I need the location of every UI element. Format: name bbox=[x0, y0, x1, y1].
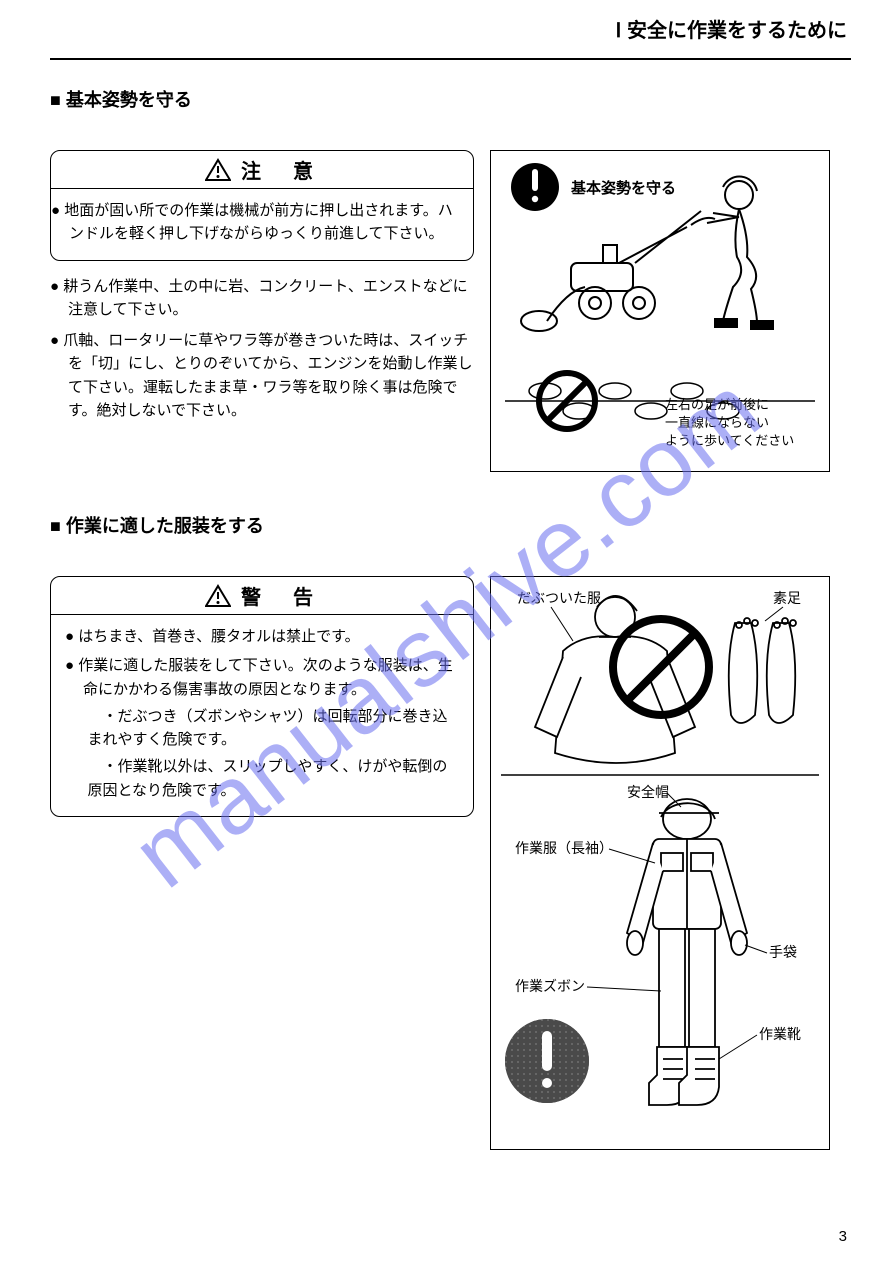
caution-head: 注 意 bbox=[51, 151, 473, 189]
narrative-line: ● 爪軸、ロータリーに草やワラ等が巻きついた時は、スイッチを「切」にし、とりのぞ… bbox=[50, 329, 474, 422]
warning-triangle-icon bbox=[205, 584, 231, 608]
caution-label: 注 意 bbox=[241, 155, 319, 184]
caution-box: 注 意 ● 地面が固い所での作業は機械が前方に押し出されます。ハンドルを軽く押し… bbox=[50, 150, 474, 261]
warning-box: 警 告 ● はちまき、首巻き、腰タオルは禁止です。 ● 作業に適した服装をして下… bbox=[50, 576, 474, 817]
warning-line: ● 作業に適した服装をして下さい。次のような服装は、生命にかかわる傷害事故の原因… bbox=[65, 654, 459, 701]
warning-line: ● はちまき、首巻き、腰タオルは禁止です。 bbox=[65, 625, 459, 648]
warning-head: 警 告 bbox=[51, 577, 473, 615]
figure-clothing: だぶついた服 素足 bbox=[490, 576, 830, 1150]
warning-line: ・だぶつき（ズボンやシャツ）は回転部分に巻き込まれやすく危険です。 bbox=[65, 705, 459, 752]
label-boots: 作業靴 bbox=[759, 1026, 801, 1042]
label-barefoot: 素足 bbox=[773, 590, 801, 606]
rule-top bbox=[50, 58, 851, 60]
warning-line: ・作業靴以外は、スリップしやすく、けがや転倒の原因となり危険です。 bbox=[65, 755, 459, 802]
label-gloves: 手袋 bbox=[769, 944, 797, 960]
section-heading: ■ 基本姿勢を守る bbox=[50, 86, 851, 112]
warning-triangle-icon bbox=[205, 158, 231, 182]
page: Ⅰ 安全に作業をするために manualshive.com ■ 基本姿勢を守る … bbox=[0, 0, 893, 1263]
section-heading: ■ 作業に適した服装をする bbox=[50, 512, 851, 538]
figure-top-label: 基本姿勢を守る bbox=[570, 179, 676, 197]
label-pants: 作業ズボン bbox=[515, 978, 585, 994]
caution-body: ● 地面が固い所での作業は機械が前方に押し出されます。ハンドルを軽く押し下げなが… bbox=[51, 189, 473, 260]
posture-illustration-icon: 基本姿勢を守る bbox=[491, 151, 829, 472]
clothing-illustration-icon: だぶついた服 素足 bbox=[491, 577, 829, 1150]
section-clothing: ■ 作業に適した服装をする 警 告 ● はちまき、首巻き、腰タオルは禁止です。 bbox=[50, 512, 851, 1150]
warning-body: ● はちまき、首巻き、腰タオルは禁止です。 ● 作業に適した服装をして下さい。次… bbox=[51, 615, 473, 816]
section-posture: ■ 基本姿勢を守る 注 意 ● 地面が固い所での作業は機械が前方に押し出されます… bbox=[50, 86, 851, 472]
figure-bottom-line: 一直線にならない bbox=[665, 415, 769, 430]
label-jacket: 作業服（長袖） bbox=[515, 840, 613, 856]
narrative-line: ● 耕うん作業中、土の中に岩、コンクリート、エンストなどに注意して下さい。 bbox=[50, 275, 474, 322]
page-number: 3 bbox=[839, 1228, 847, 1245]
figure-bottom-line: ように歩いてください bbox=[665, 433, 794, 448]
label-loose-clothes: だぶついた服 bbox=[517, 590, 601, 606]
label-helmet: 安全帽 bbox=[627, 784, 669, 800]
warning-label: 警 告 bbox=[241, 581, 319, 610]
section-label: Ⅰ 安全に作業をするために bbox=[616, 14, 847, 43]
figure-posture: 基本姿勢を守る bbox=[490, 150, 830, 472]
figure-bottom-line: 左右の足が前後に bbox=[665, 397, 769, 412]
